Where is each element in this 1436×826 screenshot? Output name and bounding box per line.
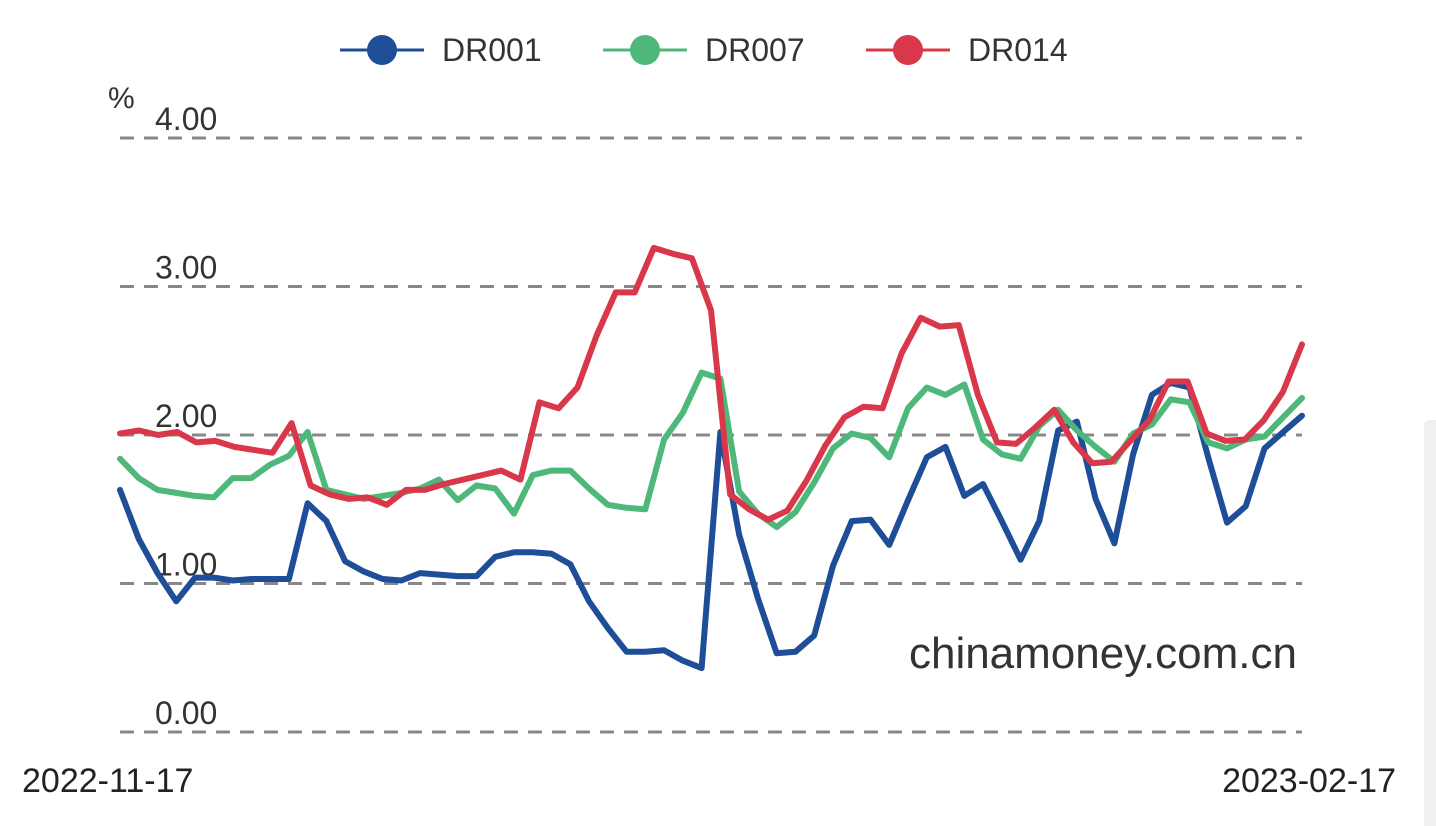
y-tick-label: 2.00 xyxy=(155,398,217,434)
series-line-dr014 xyxy=(117,244,1305,523)
series-line-dr007 xyxy=(117,369,1305,531)
legend-label: DR001 xyxy=(442,32,542,68)
y-unit-label: % xyxy=(108,82,135,115)
y-tick-label: 0.00 xyxy=(155,695,217,731)
legend-label: DR007 xyxy=(705,32,805,68)
series-lines xyxy=(117,244,1305,672)
grid-lines xyxy=(120,136,1302,734)
series-line-dr001 xyxy=(117,380,1305,672)
legend-marker-icon xyxy=(630,35,660,65)
x-start-label: 2022-11-17 xyxy=(22,762,193,800)
legend-item-dr014[interactable]: DR014 xyxy=(866,32,1068,68)
legend-marker-icon xyxy=(893,35,923,65)
y-tick-label: 4.00 xyxy=(155,101,217,137)
y-axis: 0.001.002.003.004.00 xyxy=(155,101,217,731)
legend-label: DR014 xyxy=(968,32,1068,68)
scrollbar-track[interactable] xyxy=(1424,420,1436,826)
legend-item-dr007[interactable]: DR007 xyxy=(603,32,805,68)
y-tick-label: 3.00 xyxy=(155,250,217,286)
watermark: chinamoney.com.cn xyxy=(909,629,1297,678)
x-end-label: 2023-02-17 xyxy=(1222,762,1396,800)
legend-marker-icon xyxy=(367,35,397,65)
legend-item-dr001[interactable]: DR001 xyxy=(340,32,542,68)
legend[interactable]: DR001 DR007 DR014 xyxy=(340,32,1068,68)
